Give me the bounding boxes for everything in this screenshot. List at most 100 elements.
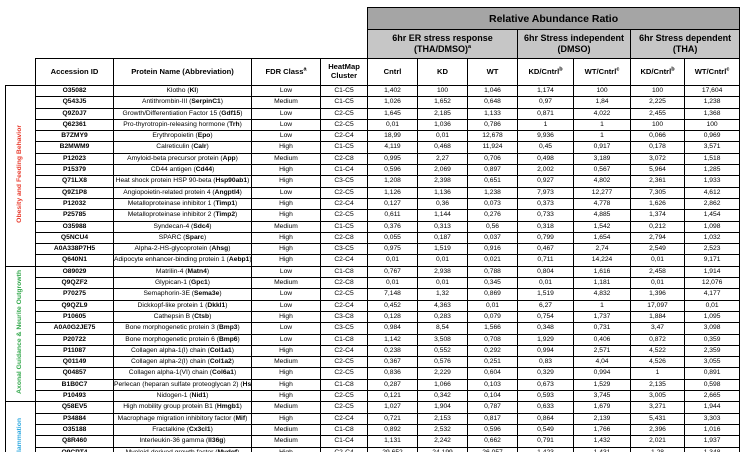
abundance-value-cell: 3,005 (630, 390, 686, 403)
table-row: Q5NCU4 SPARC (Sparc) High C2-C8 0,055 0,187 0,… (6, 231, 741, 245)
abundance-value-cell: 100 (417, 84, 469, 98)
table-row: P20722 Bone morphogenetic protein 6 (Bmp6… (6, 333, 741, 346)
column-header: WT (467, 58, 519, 86)
protein-abbreviation: SerpinC1 (191, 98, 221, 106)
fdr-class-cell: High (251, 209, 321, 222)
abundance-value-cell: 0,83 (517, 356, 575, 369)
protein-name-cell: Calreticulin (Calr) (113, 141, 252, 154)
accession-id-cell: P12023 (35, 152, 114, 166)
group-header-line2: (DMSO) (557, 44, 591, 54)
accession-id-cell: P10493 (35, 390, 114, 403)
abundance-value-cell: 0,754 (517, 310, 575, 324)
heatmap-cluster-cell: C1-C8 (319, 333, 369, 346)
column-header-label: HeatMap Cluster (328, 62, 360, 80)
abundance-value-cell: 1,914 (684, 265, 741, 279)
abundance-value-cell: 0,373 (517, 197, 575, 211)
abundance-value-cell: 2,27 (417, 152, 469, 166)
protein-abbreviation: Cx3cl1 (189, 425, 211, 433)
protein-abbreviation: Col6a1 (212, 369, 234, 377)
heatmap-cluster-cell: C1-C8 (319, 378, 369, 392)
table-row: Obesity and Feeding Behavior O35082 Klotho… (5, 84, 741, 267)
protein-name: Heat shock protein HSP 90-beta (115, 177, 212, 185)
protein-name: Calreticulin (156, 143, 190, 151)
abundance-value-cell: 1 (573, 118, 632, 132)
abundance-value-cell: 0,01 (467, 299, 519, 312)
accession-id-cell: B2MWM9 (35, 141, 114, 154)
protein-abbreviation: App (222, 154, 236, 162)
fdr-class-cell: Low (251, 299, 321, 312)
abundance-value-cell: 1,131 (367, 435, 419, 448)
abundance-value-cell: 1,566 (467, 322, 519, 335)
abundance-value-cell: 4,04 (573, 356, 632, 369)
heatmap-cluster-cell: C2-C8 (319, 277, 369, 290)
abundance-value-cell: 100 (684, 118, 741, 132)
abundance-value-cell: 1,396 (630, 288, 686, 301)
abundance-value-cell: 0,251 (467, 356, 519, 369)
abundance-value-cell: 11,924 (467, 141, 519, 154)
protein-abbreviation: Gpc1 (191, 279, 208, 287)
abundance-value-cell: 0,598 (684, 378, 741, 392)
abundance-value-cell: 1,027 (367, 401, 419, 414)
table-row: P15379 CD44 antigen (Cd44) High C1-C4 0,596 2… (6, 164, 741, 177)
protein-name: Collagen alpha-1(VI) chain (128, 369, 208, 377)
fdr-class-cell: Medium (251, 356, 321, 369)
abundance-value-cell: 0,498 (517, 152, 575, 166)
fdr-class-cell: High (251, 412, 321, 425)
abundance-value-cell: 6,27 (517, 299, 575, 312)
empty-corner (5, 29, 368, 59)
abundance-value-cell: 0,037 (467, 231, 519, 245)
abundance-value-cell: 1,645 (367, 107, 419, 120)
accession-id-cell: O35082 (35, 84, 114, 98)
abundance-value-cell: 0,871 (517, 107, 575, 120)
fdr-class-cell: Low (251, 186, 321, 199)
abundance-value-cell: 0,467 (517, 243, 575, 256)
protein-name-cell: Heat shock protein HSP 90-beta (Hsp90ab1… (113, 175, 252, 188)
protein-name-cell: Klotho (Kl) (113, 84, 252, 98)
protein-name: Growth/Differentiation Factor 15 (122, 109, 218, 117)
accession-id-cell: Q9Z1P8 (35, 186, 114, 199)
heatmap-cluster-cell: C3-C5 (319, 175, 369, 188)
abundance-value-cell: 0,872 (630, 333, 686, 346)
abundance-value-cell: 1,026 (367, 96, 419, 109)
abundance-value-cell: 0,633 (517, 401, 575, 414)
abundance-value-cell: 1,238 (467, 186, 519, 199)
abundance-value-cell: 0,128 (367, 310, 419, 324)
abundance-value-cell: 0,836 (367, 367, 419, 380)
accession-id-cell: Q9QZL9 (35, 299, 114, 312)
table-row: O35188 Fractalkine (Cx3cl1) Medium C1-C8 0,8… (6, 423, 741, 437)
protein-abbreviation: Sdc4 (193, 222, 210, 230)
abundance-value-cell: 0,891 (684, 367, 741, 380)
protein-abbreviation: Cd44 (195, 166, 213, 174)
protein-name: Interleukin-36 gamma (139, 437, 205, 445)
protein-name-cell: Adipocyte enhancer-binding protein 1 (Ae… (113, 254, 252, 267)
table-row: Q9QZF2 Glypican-1 (Gpc1) Medium C2-C8 0,01 0,… (6, 277, 741, 290)
fdr-class-cell: Medium (251, 96, 321, 109)
abundance-value-cell: 1,174 (517, 84, 575, 98)
abundance-value-cell: 1,766 (573, 423, 632, 437)
table-row: A0A338P7H5 Alpha-2-HS-glycoprotein (Ahsg)… (6, 243, 741, 256)
abundance-value-cell: 0,055 (367, 231, 419, 245)
accession-id-cell: Q62361 (35, 118, 114, 132)
header-row-columns: Accession ID Protein Name (Abbreviation) F… (5, 58, 741, 86)
abundance-value-cell: 1,095 (684, 310, 741, 324)
abundance-value-cell: 2,523 (684, 243, 741, 256)
abundance-value-cell: 3,571 (684, 141, 741, 154)
protein-name-cell: Alpha-2-HS-glycoprotein (Ahsg) (113, 243, 252, 256)
abundance-value-cell: 0,45 (517, 141, 575, 154)
table-row: B1B0C7 Perlecan (heparan sulfate proteogl… (6, 378, 741, 392)
abundance-value-cell: 0,452 (367, 299, 419, 312)
accession-id-cell: O35988 (35, 220, 114, 233)
column-header-label: Accession ID (50, 66, 99, 76)
abundance-value-cell: 0,345 (467, 277, 519, 290)
protein-abbreviation: Matn4 (187, 267, 207, 275)
abundance-value-cell: 1 (573, 299, 632, 312)
table-row: Inflammation Q58EV5 High mobility group pr… (5, 401, 741, 452)
column-header: Accession ID (35, 58, 114, 86)
table-row: P12032 Metalloproteinase inhibitor 1 (Tim… (6, 197, 741, 211)
abundance-value-cell: 0,01 (630, 277, 686, 290)
column-header-label: KD (437, 66, 449, 76)
protein-name: Macrophage migration inhibitory factor (117, 414, 232, 422)
protein-abbreviation: Timp2 (215, 211, 236, 219)
abundance-value-cell: 0,97 (517, 96, 575, 109)
